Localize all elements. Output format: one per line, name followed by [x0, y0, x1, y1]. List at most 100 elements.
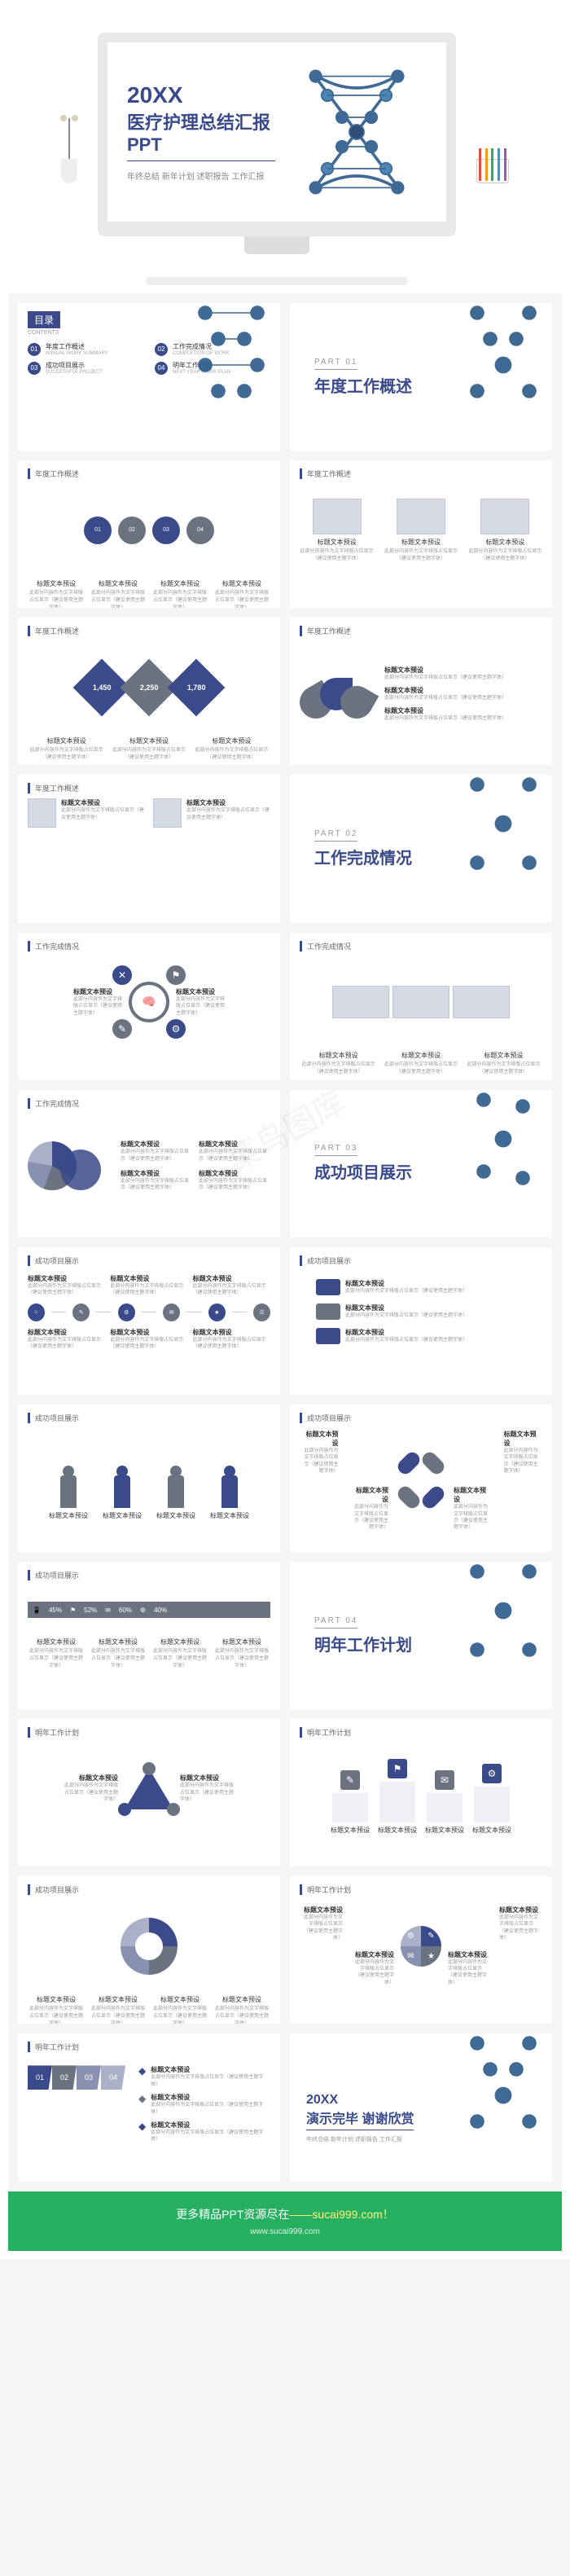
- banner-item: 标题文本预设此部分内容作为文字排版占位显示（建议使用主题字体）: [316, 1279, 526, 1295]
- slide-header: 工作完成情况: [300, 941, 542, 952]
- x-connector-diagram: [397, 1456, 445, 1505]
- slide-banner-list[interactable]: 成功项目展示 标题文本预设此部分内容作为文字排版占位显示（建议使用主题字体） 标…: [290, 1247, 552, 1395]
- section-name: 成功项目展示: [314, 1159, 412, 1183]
- slide-header: 年度工作概述: [28, 783, 270, 793]
- footer-url[interactable]: ——sucai999.com！: [289, 2208, 393, 2221]
- bullet-icon: ◆: [138, 2093, 146, 2104]
- monitor-mockup: 20XX 医疗护理总结汇报PPT 年终总结 新年计划 述职报告 工作汇报: [98, 33, 456, 285]
- photo-placeholder: [28, 798, 56, 828]
- triangle-diagram: [125, 1769, 173, 1809]
- slide-header: 工作完成情况: [28, 941, 270, 952]
- slide-header: 明年工作计划: [28, 2042, 270, 2052]
- banner-item: 标题文本预设此部分内容作为文字排版占位显示（建议使用主题字体）: [316, 1328, 526, 1344]
- circle-stat: 04: [186, 517, 214, 544]
- slide-ribbon-steps[interactable]: 明年工作计划 01 02 03 04 ◆标题文本预设此部分内容作为文字排版占位显…: [18, 2033, 280, 2181]
- slide-people-icons[interactable]: 成功项目展示 标题文本预设 标题文本预设 标题文本预设 标题文本预设: [18, 1404, 280, 1552]
- slide-photo-strip[interactable]: 工作完成情况 标题文本预设此部分内容作为文字排版占位显示（建议使用主题字体） 标…: [290, 933, 552, 1080]
- circle-stat: 01: [84, 517, 112, 544]
- person-icon: [168, 1475, 184, 1508]
- slide-section-divider-1[interactable]: PART 01 年度工作概述: [290, 303, 552, 451]
- bullet-icon: ◆: [138, 2065, 146, 2077]
- slide-header: 年度工作概述: [28, 468, 270, 479]
- diamond-stat: 1,780: [168, 658, 226, 716]
- slide-header: 成功项目展示: [28, 1255, 270, 1266]
- section-name: 工作完成情况: [314, 845, 412, 868]
- closing-subtitle: 年终总结 新年计划 述职报告 工作汇报: [306, 2135, 414, 2143]
- hero-year: 20XX: [127, 82, 275, 108]
- slide-header: 年度工作概述: [28, 626, 270, 636]
- slide-overview-circles[interactable]: 年度工作概述 01 02 03 04 标题文本预设此部分内容作为文字排版占位显示…: [18, 460, 280, 608]
- toc-title: 目录: [28, 311, 60, 328]
- section-name: 明年工作计划: [314, 1632, 412, 1655]
- slide-three-photos-row[interactable]: 年度工作概述 标题文本预设此部分内容作为文字排版占位显示（建议使用主题字体） 标…: [18, 775, 280, 922]
- slide-percent-bar[interactable]: 成功项目展示 📱45% ⚑52% ✉60% ⚙40% 标题文本预设此部分内容作为…: [18, 1562, 280, 1709]
- card-icon: ✎: [340, 1770, 360, 1790]
- toc-item[interactable]: 03成功项目展示SUCCESSFUL PROJECT: [28, 361, 143, 375]
- circle-stat: 03: [152, 517, 180, 544]
- slide-header: 工作完成情况: [28, 1098, 270, 1109]
- person-icon: [60, 1475, 77, 1508]
- slide-section-divider-3[interactable]: PART 03 成功项目展示: [290, 1090, 552, 1237]
- photo-placeholder: [153, 798, 182, 828]
- dna-corner-icon: [438, 775, 552, 889]
- photo-placeholder: [453, 986, 510, 1018]
- timeline-nodes: ⌂ ✎ ⚙ ✉ ★ ☰: [28, 1303, 270, 1321]
- banner-item: 标题文本预设此部分内容作为文字排版占位显示（建议使用主题字体）: [316, 1303, 526, 1320]
- section-part-label: PART 02: [314, 829, 357, 842]
- slide-header: 成功项目展示: [300, 1255, 542, 1266]
- dna-corner-icon: [438, 1090, 552, 1204]
- slide-closing[interactable]: 20XX 演示完毕 谢谢欣赏 年终总结 新年计划 述职报告 工作汇报: [290, 2033, 552, 2181]
- photo-placeholder: [313, 499, 362, 534]
- hero-title: 医疗护理总结汇报PPT: [127, 108, 275, 161]
- photo-placeholder: [397, 499, 445, 534]
- section-part-label: PART 04: [314, 1616, 357, 1629]
- photo-placeholder: [392, 986, 449, 1018]
- slide-quad-circle[interactable]: 明年工作计划 标题文本预设此部分内容作为文字排版占位显示（建议使用主题字体） 标…: [290, 1876, 552, 2024]
- dna-corner-icon: [166, 303, 280, 417]
- card-icon: ✉: [435, 1770, 454, 1790]
- ribbon-steps: 01 02 03 04: [28, 2065, 125, 2090]
- closing-year: 20XX: [306, 2093, 414, 2108]
- dna-corner-icon: [438, 2033, 552, 2147]
- slide-toc[interactable]: 目录 CONTENTS 01年度工作概述ANNUAL WORK SUMMARY …: [18, 303, 280, 451]
- hero-section: 20XX 医疗护理总结汇报PPT 年终总结 新年计划 述职报告 工作汇报: [8, 8, 562, 293]
- slide-header: 明年工作计划: [300, 1884, 542, 1895]
- slide-pie-venn[interactable]: 工作完成情况 标题文本预设此部分内容作为文字排版占位显示（建议使用主题字体） 标…: [18, 1090, 280, 1237]
- slide-ring-segments[interactable]: 成功项目展示 标题文本预设此部分内容作为文字排版占位显示（建议使用主题字体） 标…: [18, 1876, 280, 2024]
- dna-corner-icon: [438, 303, 552, 417]
- dna-corner-icon: [438, 1562, 552, 1676]
- closing-title: 演示完毕 谢谢欣赏: [306, 2108, 414, 2130]
- hub-diagram: 🧠 ✕ ⚑ ✎ ⚙: [129, 982, 169, 1022]
- footer-sub-url[interactable]: www.sucai999.com: [16, 2227, 554, 2236]
- slide-header: 明年工作计划: [28, 1727, 270, 1738]
- percent-bar: 📱45% ⚑52% ✉60% ⚙40%: [28, 1602, 270, 1618]
- slide-diamond-stats[interactable]: 年度工作概述 1,450 2,250 1,780 标题文本预设此部分内容作为文字…: [18, 618, 280, 765]
- slide-header: 成功项目展示: [28, 1570, 270, 1580]
- card-icon: ⚙: [482, 1764, 502, 1783]
- section-part-label: PART 01: [314, 358, 357, 370]
- keyboard-decoration: [147, 277, 407, 285]
- dna-graphic: [283, 59, 430, 205]
- slide-header: 成功项目展示: [300, 1413, 542, 1423]
- slide-overview-photos[interactable]: 年度工作概述 标题文本预设此部分内容作为文字排版占位显示（建议使用主题字体） 标…: [290, 460, 552, 608]
- section-part-label: PART 03: [314, 1144, 357, 1156]
- slides-grid: 目录 CONTENTS 01年度工作概述ANNUAL WORK SUMMARY …: [8, 293, 562, 2191]
- slide-section-divider-2[interactable]: PART 02 工作完成情况: [290, 775, 552, 922]
- slide-card-columns[interactable]: 明年工作计划 ✎标题文本预设 ⚑标题文本预设 ✉标题文本预设 ⚙标题文本预设: [290, 1719, 552, 1866]
- slide-header: 成功项目展示: [28, 1884, 270, 1895]
- slide-x-connector[interactable]: 成功项目展示 标题文本预设此部分内容作为文字排版占位显示（建议使用主题字体） 标…: [290, 1404, 552, 1552]
- card-icon: ⚑: [388, 1759, 407, 1778]
- circle-stat: 02: [118, 517, 146, 544]
- vase-decoration: [57, 118, 81, 200]
- section-name: 年度工作概述: [314, 373, 412, 397]
- slide-timeline-chain[interactable]: 成功项目展示 标题文本预设此部分内容作为文字排版占位显示（建议使用主题字体） 标…: [18, 1247, 280, 1395]
- slide-lotus-petals[interactable]: 年度工作概述 标题文本预设此部分内容作为文字排版占位显示（建议使用主题字体） 标…: [290, 618, 552, 765]
- footer-banner: 更多精品PPT资源尽在——sucai999.com！ www.sucai999.…: [8, 2191, 562, 2251]
- person-icon: [114, 1475, 130, 1508]
- toc-item[interactable]: 01年度工作概述ANNUAL WORK SUMMARY: [28, 342, 143, 356]
- bullet-icon: ◆: [138, 2121, 146, 2132]
- quad-circle-diagram: ⚙ ✎ ✉ ★: [401, 1926, 441, 1967]
- slide-section-divider-4[interactable]: PART 04 明年工作计划: [290, 1562, 552, 1709]
- slide-hub-spoke[interactable]: 工作完成情况 标题文本预设此部分内容作为文字排版占位显示（建议使用主题字体） 🧠…: [18, 933, 280, 1080]
- slide-triangle[interactable]: 明年工作计划 标题文本预设此部分内容作为文字排版占位显示（建议使用主题字体） 标…: [18, 1719, 280, 1866]
